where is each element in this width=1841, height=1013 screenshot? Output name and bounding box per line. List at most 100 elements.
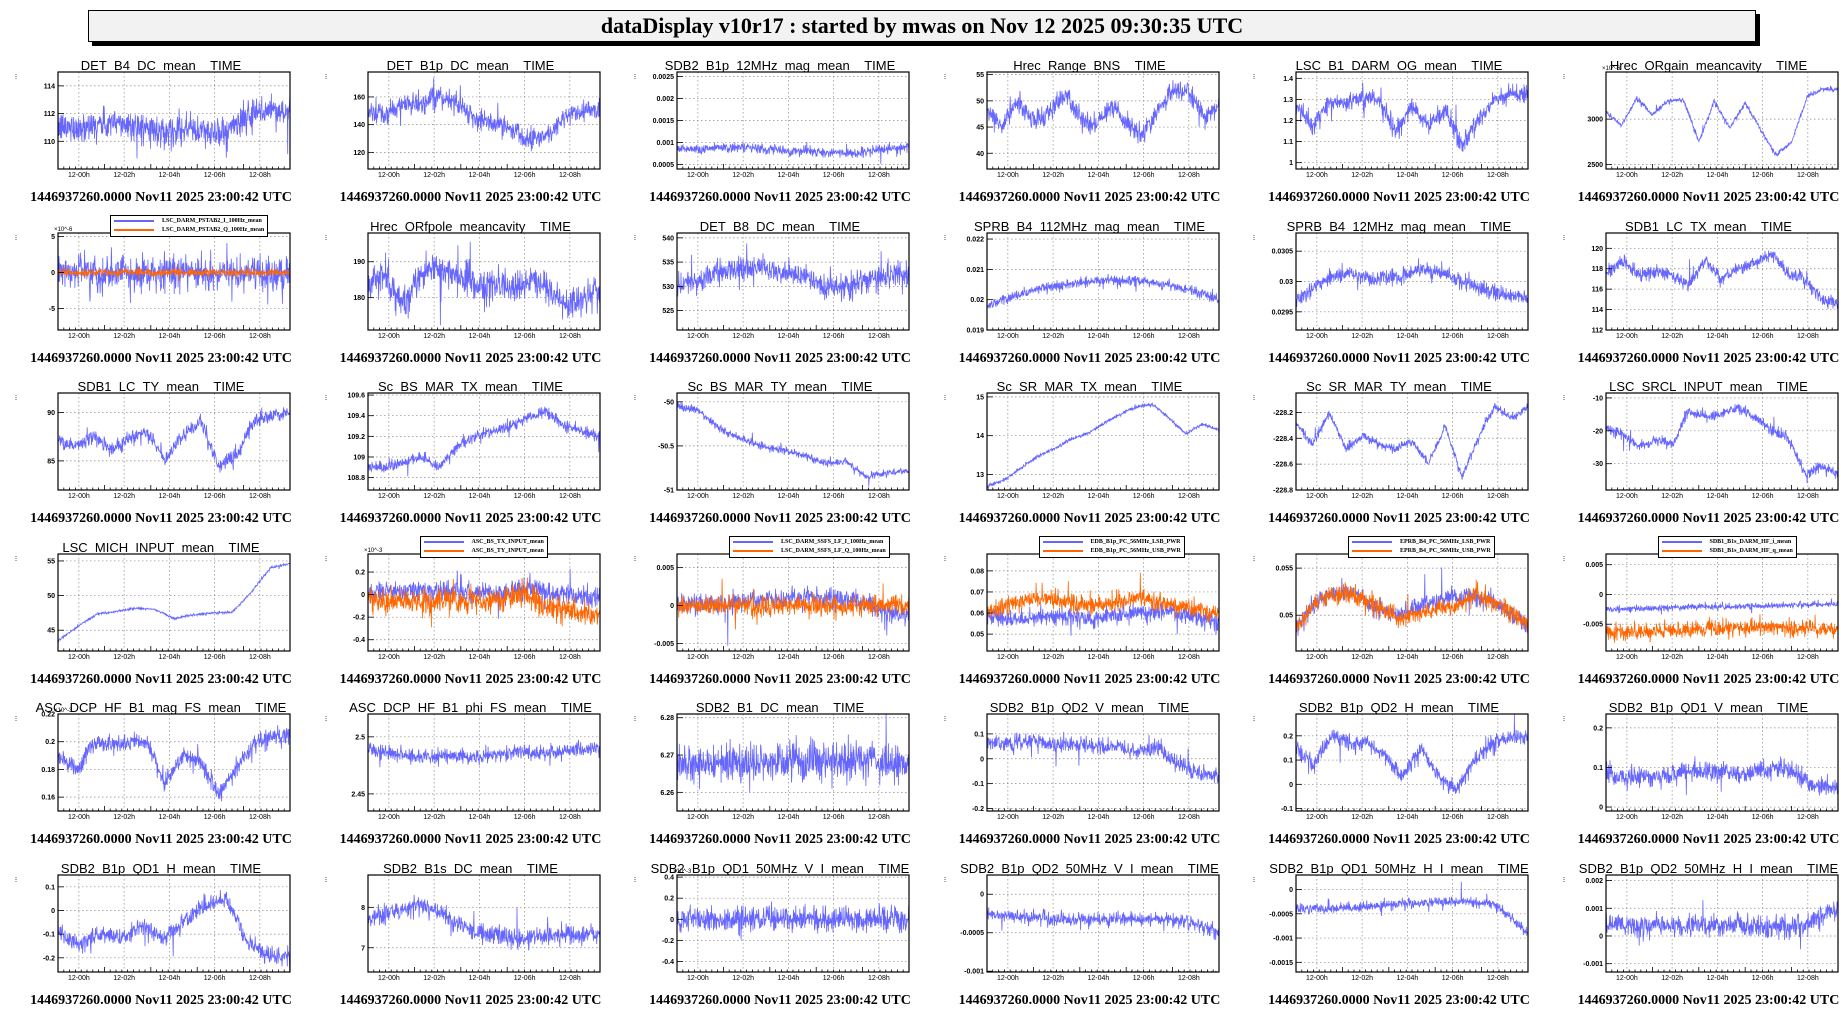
chart-timestamp: 1446937260.0000 Nov11 2025 23:00:42 UTC	[8, 672, 314, 688]
x-tick-label: 12-02h	[1661, 333, 1683, 340]
y-tick-label: 140	[353, 122, 365, 129]
chart-panel-36[interactable]: SDB2_B1p_QD2_50MHz_H_I_mean__TIME 12-00h…	[1556, 853, 1841, 1013]
y-tick-label: 110	[44, 139, 55, 146]
y-tick-label: -50	[664, 399, 674, 406]
chart-timestamp: 1446937260.0000 Nov11 2025 23:00:42 UTC	[627, 993, 933, 1009]
y-axis-exponent: ×10^-3	[673, 869, 692, 875]
y-tick-label: 0.0015	[653, 118, 675, 125]
x-tick-label: 12-04h	[1087, 814, 1109, 821]
series-line-2	[1606, 614, 1838, 643]
x-tick-label: 12-08h	[1487, 493, 1509, 500]
y-tick-label: 0.2	[1593, 725, 1603, 732]
x-tick-label: 12-06h	[1442, 172, 1464, 179]
x-tick-label: 12-04h	[158, 975, 180, 982]
chart-timestamp: 1446937260.0000 Nov11 2025 23:00:42 UTC	[627, 351, 933, 367]
x-tick-label: 12-06h	[1132, 493, 1154, 500]
x-tick-label: 12-06h	[513, 654, 535, 661]
x-tick-label: 12-06h	[1751, 333, 1773, 340]
y-tick-label: -228.2	[1273, 410, 1293, 417]
chart-panel-35[interactable]: SDB2_B1p_QD1_50MHz_H_I_mean__TIME 12-00h…	[1246, 853, 1552, 1013]
chart-panel-33[interactable]: SDB2_B1p_QD1_50MHz_V_I_mean__TIME 12-00h…	[627, 853, 933, 1013]
x-tick-label: 12-02h	[1351, 654, 1373, 661]
x-tick-label: 12-04h	[468, 172, 490, 179]
chart-timestamp: 1446937260.0000 Nov11 2025 23:00:42 UTC	[1246, 993, 1552, 1009]
x-tick-label: 12-00h	[68, 654, 90, 661]
chart-panel-34[interactable]: SDB2_B1p_QD2_50MHz_V_I_mean__TIME 12-00h…	[937, 853, 1243, 1013]
plot-frame	[58, 554, 290, 651]
x-tick-label: 12-02h	[1351, 333, 1373, 340]
plot-frame	[1606, 72, 1838, 169]
x-tick-label: 12-06h	[513, 975, 535, 982]
legend-swatch	[114, 229, 154, 231]
y-tick-label: 0.005	[1585, 562, 1603, 569]
y-tick-label: 116	[1591, 286, 1602, 293]
y-tick-label: 0.055	[1275, 565, 1293, 572]
x-tick-label: 12-00h	[1306, 814, 1328, 821]
y-tick-label: 0.2	[664, 895, 674, 902]
x-tick-label: 12-00h	[1615, 493, 1637, 500]
